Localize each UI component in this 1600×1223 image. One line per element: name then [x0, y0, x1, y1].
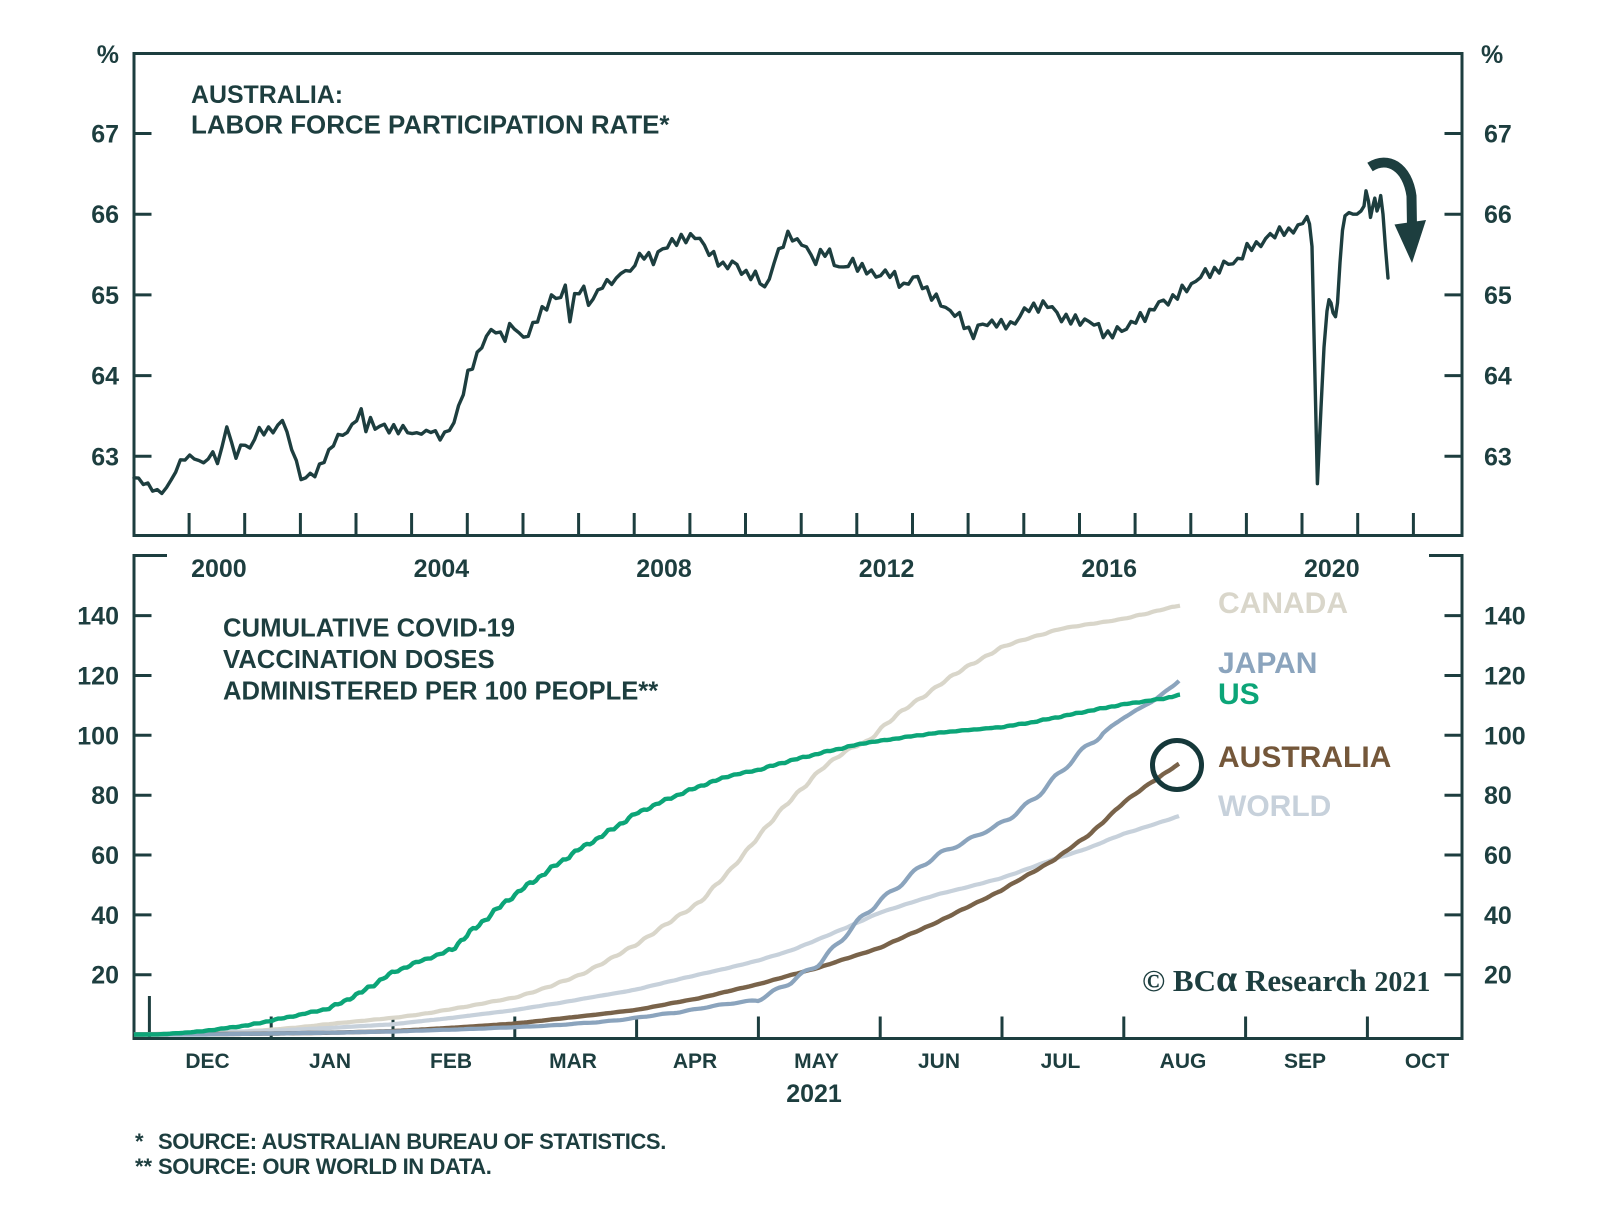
svg-text:2008: 2008	[636, 555, 692, 583]
svg-text:© BCα Research 2021: © BCα Research 2021	[1142, 958, 1430, 1000]
svg-text:WORLD: WORLD	[1218, 790, 1331, 823]
svg-text:80: 80	[91, 782, 119, 810]
svg-text:60: 60	[1484, 842, 1512, 870]
svg-text:AUSTRALIA:: AUSTRALIA:	[191, 81, 343, 109]
svg-text:JUN: JUN	[918, 1050, 960, 1073]
svg-text:SEP: SEP	[1284, 1050, 1326, 1073]
svg-text:65: 65	[1484, 282, 1512, 310]
svg-text:20: 20	[91, 962, 119, 990]
svg-text:US: US	[1218, 678, 1260, 711]
svg-text:LABOR FORCE PARTICIPATION RATE: LABOR FORCE PARTICIPATION RATE*	[191, 112, 670, 140]
svg-text:67: 67	[91, 121, 119, 149]
svg-text:*: *	[135, 1129, 144, 1154]
svg-text:OCT: OCT	[1405, 1050, 1450, 1073]
svg-text:2020: 2020	[1304, 555, 1360, 583]
svg-text:100: 100	[77, 722, 119, 750]
svg-text:140: 140	[77, 603, 119, 631]
svg-text:%: %	[97, 41, 119, 69]
svg-text:MAR: MAR	[549, 1050, 597, 1073]
svg-text:JAN: JAN	[309, 1050, 351, 1073]
svg-text:80: 80	[1484, 782, 1512, 810]
svg-text:2021: 2021	[786, 1080, 842, 1108]
svg-text:140: 140	[1484, 603, 1526, 631]
svg-text:%: %	[1481, 41, 1503, 69]
svg-text:65: 65	[91, 282, 119, 310]
svg-text:DEC: DEC	[185, 1050, 229, 1073]
svg-text:APR: APR	[673, 1050, 717, 1073]
svg-text:CUMULATIVE COVID-19: CUMULATIVE COVID-19	[223, 615, 515, 643]
svg-text:CANADA: CANADA	[1218, 587, 1348, 620]
svg-text:40: 40	[1484, 902, 1512, 930]
svg-text:20: 20	[1484, 962, 1512, 990]
svg-text:64: 64	[91, 363, 119, 391]
svg-text:66: 66	[1484, 201, 1512, 229]
svg-text:63: 63	[91, 443, 119, 471]
svg-text:AUG: AUG	[1160, 1050, 1207, 1073]
svg-text:**: **	[135, 1154, 153, 1179]
svg-text:SOURCE: AUSTRALIAN BUREAU OF S: SOURCE: AUSTRALIAN BUREAU OF STATISTICS.	[158, 1129, 666, 1154]
svg-text:100: 100	[1484, 722, 1526, 750]
svg-text:40: 40	[91, 902, 119, 930]
svg-text:JUL: JUL	[1041, 1050, 1081, 1073]
svg-text:67: 67	[1484, 121, 1512, 149]
svg-text:2004: 2004	[414, 555, 470, 583]
svg-text:SOURCE: OUR WORLD IN DATA.: SOURCE: OUR WORLD IN DATA.	[158, 1154, 491, 1179]
svg-text:AUSTRALIA: AUSTRALIA	[1218, 741, 1391, 774]
svg-text:2016: 2016	[1081, 555, 1137, 583]
svg-text:63: 63	[1484, 443, 1512, 471]
svg-text:66: 66	[91, 201, 119, 229]
svg-text:2000: 2000	[191, 555, 247, 583]
svg-text:120: 120	[77, 663, 119, 691]
svg-text:ADMINISTERED PER 100 PEOPLE**: ADMINISTERED PER 100 PEOPLE**	[223, 678, 658, 706]
svg-text:2012: 2012	[859, 555, 915, 583]
svg-text:64: 64	[1484, 363, 1512, 391]
svg-text:VACCINATION DOSES: VACCINATION DOSES	[223, 646, 495, 674]
svg-text:60: 60	[91, 842, 119, 870]
svg-text:120: 120	[1484, 663, 1526, 691]
svg-text:MAY: MAY	[794, 1050, 839, 1073]
svg-text:FEB: FEB	[430, 1050, 472, 1073]
svg-text:JAPAN: JAPAN	[1218, 647, 1317, 680]
